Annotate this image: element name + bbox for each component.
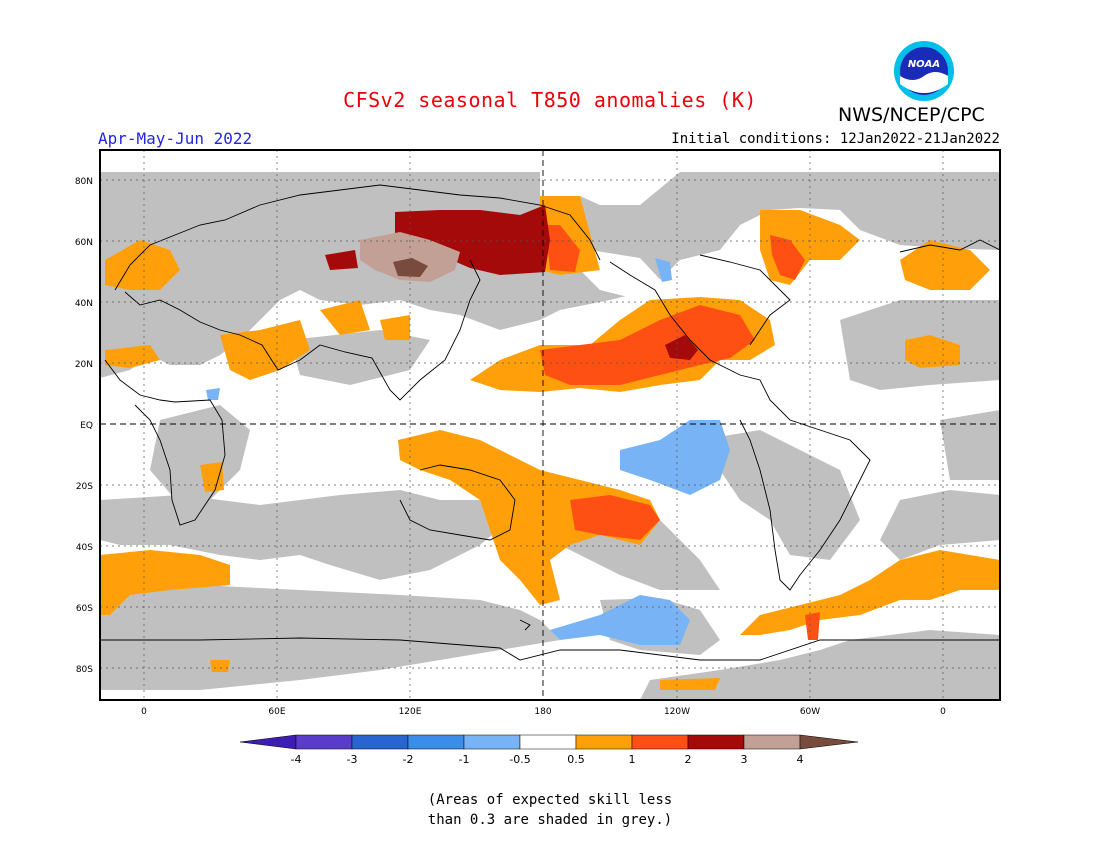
organization-label: NWS/NCEP/CPC xyxy=(838,104,985,126)
skill-note: (Areas of expected skill less than 0.3 a… xyxy=(0,790,1100,830)
colorbar-tick-label: -1 xyxy=(459,753,470,766)
light-blue-anomaly xyxy=(206,258,730,645)
lon-label: 60W xyxy=(800,707,820,717)
coastlines xyxy=(100,184,1000,661)
colorbar-segment xyxy=(407,734,465,750)
colorbar-arrow-left xyxy=(239,734,297,750)
noaa-logo-icon: NOAA xyxy=(894,41,954,101)
season-label: Apr-May-Jun 2022 xyxy=(98,129,253,148)
reference-lines xyxy=(100,150,1000,700)
dark-red-anomaly xyxy=(325,205,698,360)
latitude-labels: 80N 60N 40N 20N EQ 20S 40S 60S 80S xyxy=(75,177,93,675)
colorbar-segment xyxy=(519,734,577,750)
lat-label: 60N xyxy=(75,238,93,248)
lat-label: 20N xyxy=(75,360,93,370)
lat-label: 80S xyxy=(76,665,93,675)
colorbar-segment xyxy=(631,734,689,750)
logo-text: NOAA xyxy=(908,59,940,70)
lat-label: 40S xyxy=(76,543,93,553)
map-frame xyxy=(99,149,1001,701)
colorbar-tick-label: 1 xyxy=(629,753,636,766)
colorbar-tick-label: -0.5 xyxy=(509,753,530,766)
longitude-labels: 0 60E 120E 180 120W 60W 0 xyxy=(141,707,946,717)
tan-anomaly xyxy=(360,232,460,282)
colorbar-tick-label: -3 xyxy=(347,753,358,766)
low-skill-mask xyxy=(100,172,1000,700)
colorbar-tick-label: 0.5 xyxy=(567,753,585,766)
lat-label: 40N xyxy=(75,299,93,309)
red-anomaly xyxy=(540,225,820,640)
lon-label: 120E xyxy=(399,707,422,717)
colorbar-tick-label: -2 xyxy=(403,753,414,766)
colorbar-tick-label: -4 xyxy=(291,753,302,766)
colorbar-segment xyxy=(351,734,409,750)
colorbar-segment xyxy=(743,734,801,750)
graticule xyxy=(100,150,1000,700)
colorbar-tick-label: 2 xyxy=(685,753,692,766)
lon-label: 60E xyxy=(268,707,285,717)
colorbar-arrow-right xyxy=(799,734,859,750)
colorbar xyxy=(239,734,859,750)
colorbar-segment xyxy=(687,734,745,750)
lon-label: 0 xyxy=(940,707,946,717)
colorbar-tick-label: 3 xyxy=(741,753,748,766)
skill-note-line1: (Areas of expected skill less xyxy=(427,792,673,808)
colorbar-labels: -4 -3 -2 -1 -0.5 0.5 1 2 3 4 xyxy=(291,753,804,766)
lat-label: EQ xyxy=(80,421,93,431)
colorbar-tick-label: 4 xyxy=(797,753,804,766)
lat-label: 20S xyxy=(76,482,93,492)
skill-note-line2: than 0.3 are shaded in grey.) xyxy=(427,812,673,828)
colorbar-segment xyxy=(575,734,633,750)
brown-anomaly xyxy=(393,258,428,277)
map-title: CFSv2 seasonal T850 anomalies (K) xyxy=(343,88,757,112)
initial-conditions-label: Initial conditions: 12Jan2022-21Jan2022 xyxy=(671,131,1000,147)
lon-label: 120W xyxy=(664,707,690,717)
lat-label: 80N xyxy=(75,177,93,187)
lon-label: 180 xyxy=(534,707,551,717)
colorbar-segment xyxy=(463,734,521,750)
colorbar-segment xyxy=(295,734,353,750)
lon-label: 0 xyxy=(141,707,147,717)
lat-label: 60S xyxy=(76,604,93,614)
